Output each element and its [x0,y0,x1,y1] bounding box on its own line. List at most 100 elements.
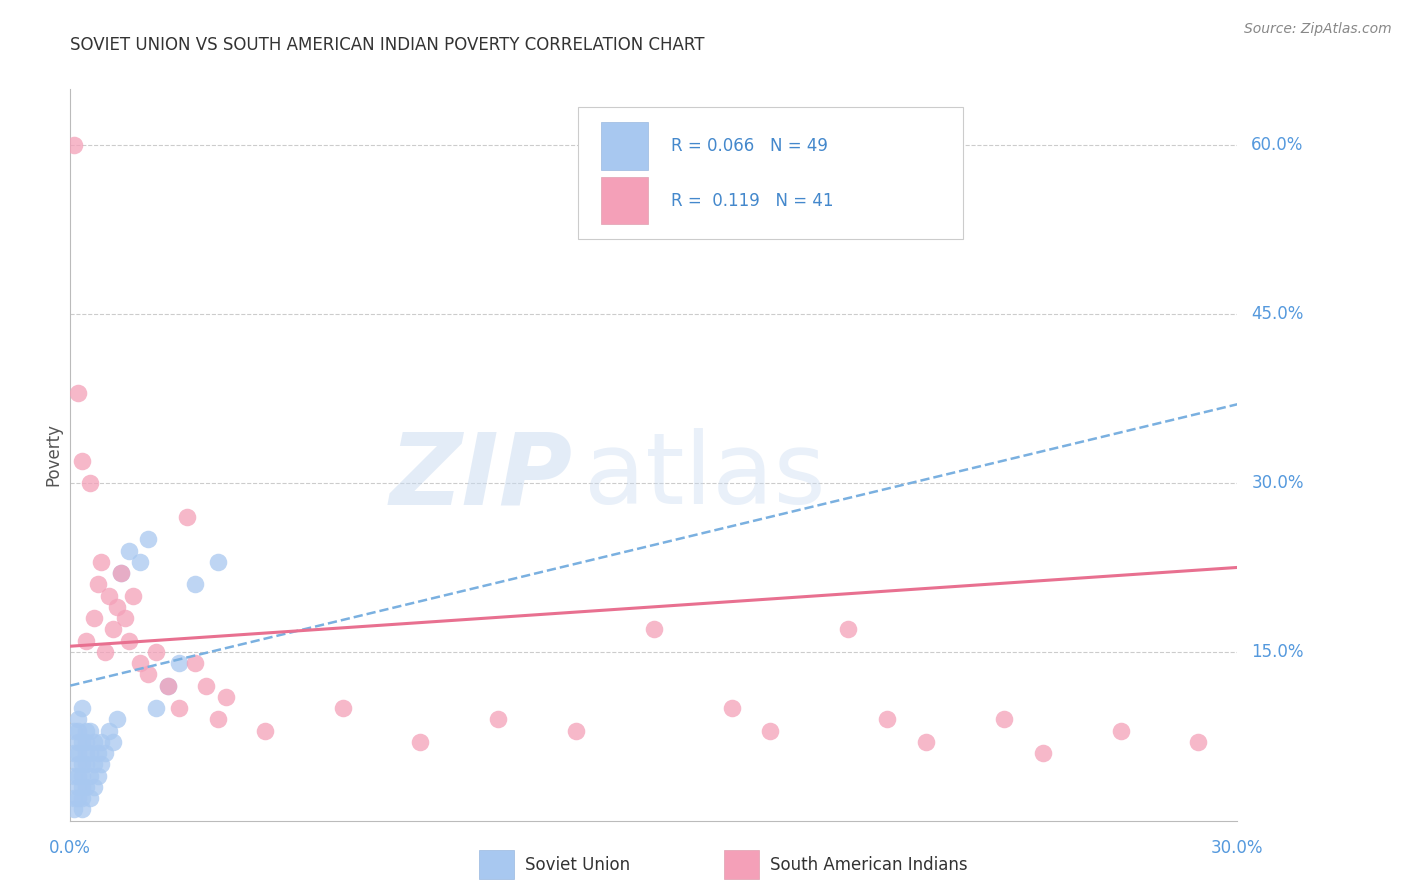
Text: R =  0.119   N = 41: R = 0.119 N = 41 [671,192,834,210]
Point [63,746,86,760]
Point [167,701,190,715]
Point [118,543,141,558]
Point [195,679,218,693]
Text: 15.0%: 15.0% [1251,643,1303,661]
Point [67,735,90,749]
Point [70,735,93,749]
Point [759,723,782,738]
Point [67,386,90,401]
Point [145,645,167,659]
Point [63,791,86,805]
Point [83,780,105,794]
Text: South American Indians: South American Indians [770,855,969,873]
Point [63,138,86,153]
Point [86,769,108,783]
Point [176,509,198,524]
Point [75,735,97,749]
Point [70,769,93,783]
Text: 60.0%: 60.0% [1251,136,1303,154]
Point [79,476,101,491]
Point [75,723,97,738]
Point [79,769,101,783]
Point [70,802,93,816]
Point [63,769,86,783]
Point [1109,723,1132,738]
Y-axis label: Poverty: Poverty [44,424,62,486]
Point [253,723,276,738]
Point [67,712,90,726]
Point [167,656,190,670]
Point [118,633,141,648]
Point [156,679,179,693]
Point [63,723,86,738]
Point [75,757,97,772]
Point [67,723,90,738]
FancyBboxPatch shape [478,850,513,880]
Point [83,611,105,625]
Point [332,701,354,715]
Point [129,656,152,670]
Point [67,791,90,805]
Point [720,701,742,715]
Point [67,746,90,760]
Point [75,780,97,794]
Point [156,679,179,693]
Point [114,611,136,625]
Point [79,746,101,760]
Point [86,746,108,760]
Point [63,802,86,816]
Point [643,623,665,637]
Point [70,453,93,467]
Point [184,656,207,670]
Text: 30.0%: 30.0% [1211,838,1264,857]
Point [110,566,132,580]
Text: ZIP: ZIP [389,428,572,525]
Point [1032,746,1054,760]
Text: 0.0%: 0.0% [49,838,91,857]
Point [70,780,93,794]
Point [837,623,859,637]
Text: 30.0%: 30.0% [1251,474,1303,492]
Text: 45.0%: 45.0% [1251,305,1303,323]
Text: R = 0.066   N = 49: R = 0.066 N = 49 [671,137,828,155]
Point [409,735,432,749]
Point [67,769,90,783]
Point [70,701,93,715]
Point [486,712,509,726]
Point [75,746,97,760]
Point [876,712,898,726]
Point [915,735,938,749]
FancyBboxPatch shape [578,108,963,239]
Point [67,757,90,772]
Point [121,589,143,603]
Point [70,757,93,772]
Point [75,633,97,648]
FancyBboxPatch shape [602,122,648,169]
Point [184,577,207,591]
Point [90,735,112,749]
Point [90,555,112,569]
Point [136,533,159,547]
FancyBboxPatch shape [724,850,759,880]
Point [1187,735,1209,749]
Point [94,645,117,659]
Point [79,791,101,805]
FancyBboxPatch shape [602,177,648,225]
Point [993,712,1015,726]
Point [565,723,588,738]
Point [83,757,105,772]
Point [145,701,167,715]
Point [98,589,121,603]
Point [94,746,117,760]
Point [67,780,90,794]
Point [207,555,229,569]
Point [105,712,128,726]
Point [86,577,108,591]
Point [70,791,93,805]
Point [98,723,121,738]
Point [90,757,112,772]
Point [101,735,124,749]
Point [136,667,159,681]
Point [101,623,124,637]
Point [105,599,128,614]
